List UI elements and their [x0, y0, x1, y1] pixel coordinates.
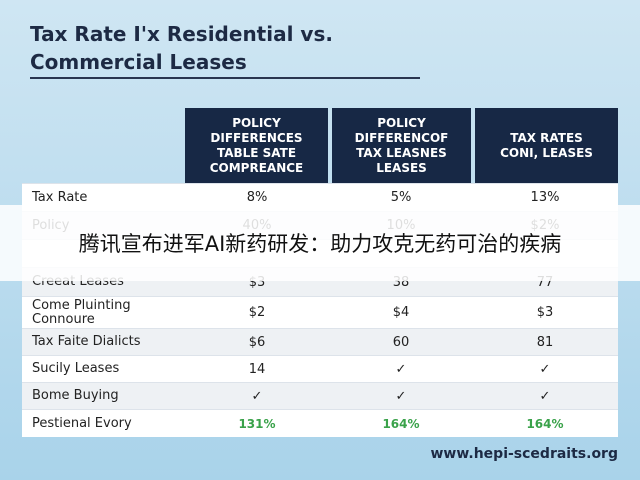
title: Tax Rate I'x Residential vs. Commercial … [30, 20, 333, 76]
header-line: TAX LEASNES [356, 145, 447, 160]
header-line: POLICY [377, 115, 426, 130]
cell: 81 [536, 334, 554, 350]
header-line: TABLE SATE [216, 145, 297, 160]
header-line: CONI, LEASES [500, 145, 593, 160]
cell: 164% [526, 416, 564, 431]
title-rule [30, 77, 420, 79]
title-line: Tax Rate I'x Residential vs. [30, 22, 333, 46]
table-row: Tax Faite Dialicts $6 60 81 [22, 328, 618, 355]
cell: 14 [248, 361, 266, 377]
cell: 5% [390, 190, 412, 205]
table-row: Tax Rate 8% 5% 13% [22, 183, 618, 211]
cell: $4 [392, 305, 410, 320]
row-label: Sucily Leases [32, 361, 120, 376]
title-line: Commercial Leases [30, 50, 247, 74]
cell: ✓ [539, 361, 551, 377]
banner: 腾讯宣布进军AI新药研发：助力攻克无药可治的疾病 [0, 205, 640, 281]
column-header: POLICY DIFFERENCOF TAX LEASNES LEASES [332, 108, 471, 183]
row-label: Pestienal Evory [32, 415, 132, 431]
cell: ✓ [395, 361, 407, 377]
footer-url: www.hepi-scedraits.org [430, 446, 618, 462]
cell: $6 [248, 334, 266, 350]
column-header: POLICY DIFFERENCES TABLE SATE COMPREANCE [185, 108, 328, 183]
header-line: LEASES [376, 160, 427, 175]
cell: ✓ [539, 388, 551, 404]
header-line: DIFFERENCES [210, 130, 303, 145]
header-line: TAX RATES [510, 130, 583, 145]
cell: 13% [530, 190, 560, 205]
cell: $3 [536, 305, 554, 320]
table-row: Pestienal Evory 131% 164% 164% [22, 409, 618, 437]
cell: $2 [248, 305, 266, 320]
cell: 164% [382, 416, 420, 431]
row-label: Come Pluinting Connoure [32, 297, 131, 327]
cell: 60 [392, 334, 410, 350]
table-row: Come Pluinting Connoure $2 $4 $3 [22, 296, 618, 328]
table-row: Sucily Leases 14 ✓ ✓ [22, 355, 618, 382]
table-row: Bome Buying ✓ ✓ ✓ [22, 382, 618, 409]
cell: 131% [238, 416, 276, 431]
header-line: DIFFERENCOF [354, 130, 449, 145]
row-label: Tax Rate [32, 189, 88, 205]
row-label: Tax Faite Dialicts [32, 334, 141, 349]
header-line: POLICY [232, 115, 281, 130]
column-header: TAX RATES CONI, LEASES [475, 108, 618, 183]
header-line: COMPREANCE [209, 160, 304, 175]
cell: ✓ [251, 388, 263, 404]
cell: ✓ [395, 388, 407, 404]
row-label: Bome Buying [32, 388, 119, 403]
cell: 8% [246, 190, 268, 205]
